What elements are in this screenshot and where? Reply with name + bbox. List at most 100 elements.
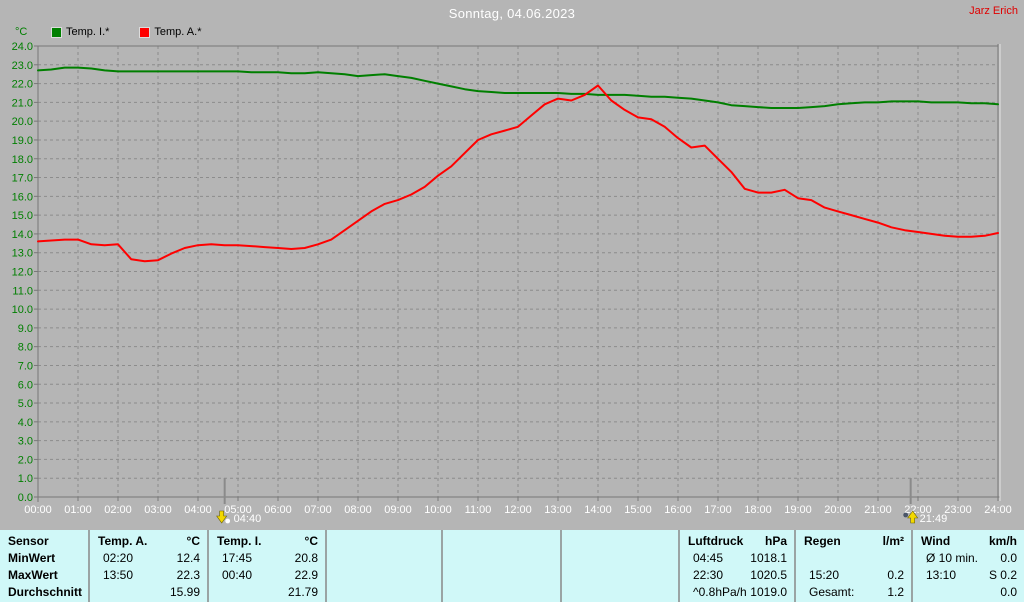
svg-text:0.0: 0.0 xyxy=(18,492,33,504)
table-group-empty-3 xyxy=(560,530,678,602)
table-cell: Sensor xyxy=(8,534,49,548)
table-cell: S 0.2 xyxy=(988,568,1017,582)
svg-text:06:00: 06:00 xyxy=(264,504,292,516)
table-cell xyxy=(434,533,441,550)
table-cell xyxy=(913,584,921,601)
table-row: Wind km/h xyxy=(913,533,1024,550)
svg-text:18:00: 18:00 xyxy=(744,504,772,516)
table-cell xyxy=(327,550,335,567)
table-cell xyxy=(434,550,441,567)
temperature-chart: 0.0 1.0 2.0 3.0 4.0 5.0 6.0 7.0 8.0 9.0 10.0 11.0 12… xyxy=(12,41,1012,525)
table-cell: Luftdruck xyxy=(688,534,744,548)
temp-a-swatch-icon xyxy=(139,26,151,38)
table-row xyxy=(562,533,678,550)
table-cell: 20.8 xyxy=(294,551,318,565)
table-cell xyxy=(209,584,217,601)
table-cell xyxy=(81,550,88,567)
table-row: 04:45 1018.1 xyxy=(680,550,794,567)
svg-text:21.0: 21.0 xyxy=(12,97,33,109)
svg-text:00:00: 00:00 xyxy=(24,504,52,516)
svg-text:15:00: 15:00 xyxy=(624,504,652,516)
svg-text:15.0: 15.0 xyxy=(12,210,33,222)
table-row: MinWert xyxy=(0,550,88,567)
sunrise-icon xyxy=(216,510,228,524)
table-cell: l/m² xyxy=(882,534,904,548)
table-cell: 04:45 xyxy=(693,551,724,565)
table-cell xyxy=(327,567,335,584)
table-cell: Durchschnitt xyxy=(8,585,83,599)
svg-text:07:00: 07:00 xyxy=(304,504,332,516)
svg-text:14.0: 14.0 xyxy=(12,229,33,241)
table-cell: 12.4 xyxy=(176,551,200,565)
svg-text:23:00: 23:00 xyxy=(944,504,972,516)
svg-text:5.0: 5.0 xyxy=(18,398,33,410)
svg-text:04:00: 04:00 xyxy=(184,504,212,516)
svg-text:11:00: 11:00 xyxy=(465,504,492,516)
table-row xyxy=(562,550,678,567)
table-cell: 17:45 xyxy=(222,551,253,565)
chart-legend: Temp. I.* Temp. A.* xyxy=(51,26,232,38)
svg-text:09:00: 09:00 xyxy=(384,504,412,516)
table-cell: Wind xyxy=(921,534,951,548)
table-cell: 13:50 xyxy=(103,568,134,582)
svg-text:03:00: 03:00 xyxy=(144,504,172,516)
table-cell: Temp. A. xyxy=(98,534,148,548)
table-cell: ^0.8hPa/h xyxy=(693,585,747,599)
svg-text:23.0: 23.0 xyxy=(12,60,33,72)
table-cell xyxy=(443,550,451,567)
table-row: Sensor xyxy=(0,533,88,550)
table-row: Temp. I. °C xyxy=(209,533,325,550)
table-cell xyxy=(562,584,570,601)
svg-text:20.0: 20.0 xyxy=(12,116,33,128)
table-cell: 1.2 xyxy=(887,585,904,599)
table-row: 02:20 12.4 xyxy=(90,550,207,567)
table-row: Durchschnitt xyxy=(0,584,88,601)
svg-text:24.0: 24.0 xyxy=(12,41,33,53)
table-cell xyxy=(562,567,570,584)
svg-text:4.0: 4.0 xyxy=(18,417,33,429)
table-row: ^0.8hPa/h 1019.0 xyxy=(680,584,794,601)
svg-text:12:00: 12:00 xyxy=(504,504,532,516)
svg-text:04:40: 04:40 xyxy=(234,513,262,525)
sunset-marker: 21:49 xyxy=(903,510,947,525)
y-axis-unit-label: °C xyxy=(15,26,28,38)
table-group-empty-1 xyxy=(325,530,441,602)
svg-text:1.0: 1.0 xyxy=(18,473,33,485)
table-cell: 0.0 xyxy=(1000,551,1017,565)
table-cell: 00:40 xyxy=(222,568,253,582)
table-cell: 22.3 xyxy=(176,568,200,582)
table-cell: 02:20 xyxy=(103,551,134,565)
table-cell: 22.9 xyxy=(294,568,318,582)
svg-text:05:00: 05:00 xyxy=(224,504,252,516)
table-row xyxy=(327,550,441,567)
svg-text:10:00: 10:00 xyxy=(424,504,452,516)
table-cell: Gesamt: xyxy=(809,585,855,599)
table-row xyxy=(327,567,441,584)
table-row xyxy=(443,567,560,584)
series-line-temp-i xyxy=(37,66,999,109)
table-cell: 1020.5 xyxy=(750,568,787,582)
table-cell: 21.79 xyxy=(287,585,318,599)
table-group-wind: Wind km/h Ø 10 min. 0.0 13:10 S 0.2 0.0 xyxy=(911,530,1024,602)
table-cell xyxy=(904,550,911,567)
table-row: 0.0 xyxy=(913,584,1024,601)
svg-text:13.0: 13.0 xyxy=(12,248,33,260)
table-row xyxy=(796,550,911,567)
svg-text:13:00: 13:00 xyxy=(544,504,572,516)
table-cell: Ø 10 min. xyxy=(926,551,979,565)
table-cell: hPa xyxy=(764,534,787,548)
table-cell: 0.2 xyxy=(887,568,904,582)
table-cell xyxy=(327,584,335,601)
sun-down-icon xyxy=(903,512,909,518)
table-cell xyxy=(434,584,441,601)
svg-text:3.0: 3.0 xyxy=(18,436,33,448)
sunset-icon xyxy=(907,510,919,524)
author-label: Jarz Erich xyxy=(969,5,1018,17)
table-cell xyxy=(443,567,451,584)
table-row: 15:20 0.2 xyxy=(796,567,911,584)
table-row: Regen l/m² xyxy=(796,533,911,550)
page-title: Sonntag, 04.06.2023 xyxy=(448,6,576,21)
table-cell xyxy=(671,533,678,550)
svg-text:16:00: 16:00 xyxy=(664,504,692,516)
legend-item-temp-i: Temp. I.* xyxy=(51,26,109,38)
